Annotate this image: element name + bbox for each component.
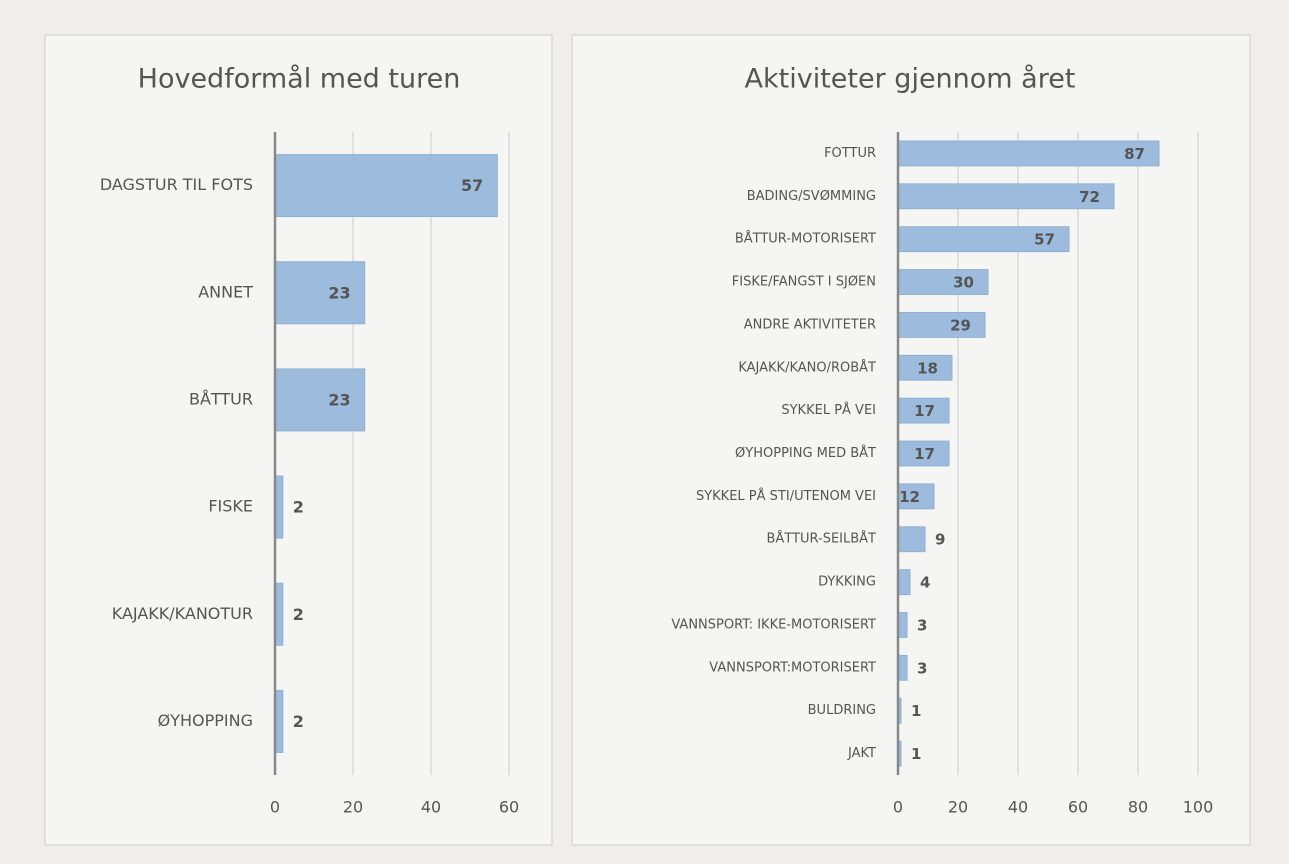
data-label: 17 bbox=[914, 445, 935, 463]
data-label: 57 bbox=[461, 176, 483, 195]
bar bbox=[897, 269, 989, 295]
data-label: 2 bbox=[293, 712, 304, 731]
y-tick-label: SYKKEL PÅ VEI bbox=[781, 402, 876, 418]
x-tick-label: 20 bbox=[948, 798, 968, 817]
y-tick-label: DYKKING bbox=[818, 575, 876, 590]
data-label: 2 bbox=[293, 498, 304, 517]
y-tick-label: KAJAKK/KANO/ROBÅT bbox=[738, 359, 876, 375]
y-tick-label: BADING/SVØMMING bbox=[747, 189, 876, 204]
y-tick-label: FOTTUR bbox=[824, 146, 876, 161]
data-label: 72 bbox=[1079, 188, 1100, 206]
bar bbox=[897, 526, 926, 553]
bar bbox=[897, 354, 953, 381]
data-label: 18 bbox=[917, 359, 938, 377]
y-tick-label: BÅTTUR bbox=[189, 389, 253, 408]
bar bbox=[897, 311, 986, 338]
bar bbox=[274, 368, 366, 432]
data-label: 23 bbox=[328, 390, 350, 409]
data-label: 57 bbox=[1034, 231, 1055, 249]
data-label: 30 bbox=[953, 274, 974, 292]
x-tick-label: 80 bbox=[1128, 798, 1148, 817]
data-label: 87 bbox=[1124, 145, 1145, 163]
y-tick-label: BÅTTUR-SEILBÅT bbox=[767, 531, 877, 547]
x-tick-label: 0 bbox=[893, 798, 903, 817]
panel bbox=[571, 34, 1251, 846]
data-label: 1 bbox=[911, 702, 921, 720]
bar bbox=[897, 654, 908, 681]
x-tick-label: 100 bbox=[1183, 798, 1214, 817]
data-label: 4 bbox=[920, 574, 930, 592]
y-tick-label: ANDRE AKTIVITETER bbox=[744, 317, 876, 332]
data-label: 9 bbox=[935, 531, 945, 549]
data-label: 3 bbox=[917, 659, 927, 677]
bar bbox=[897, 569, 911, 596]
y-tick-label: SYKKEL PÅ STI/UTENOM VEI bbox=[696, 488, 876, 504]
x-tick-label: 20 bbox=[343, 798, 363, 817]
bar bbox=[897, 440, 950, 467]
y-tick-label: FISKE bbox=[208, 497, 253, 516]
data-label: 23 bbox=[328, 283, 350, 302]
data-label: 1 bbox=[911, 745, 921, 763]
x-tick-label: 40 bbox=[421, 798, 441, 817]
data-label: 29 bbox=[950, 316, 971, 334]
y-tick-label: KAJAKK/KANOTUR bbox=[112, 604, 253, 623]
data-label: 17 bbox=[914, 402, 935, 420]
data-label: 3 bbox=[917, 616, 927, 634]
x-tick-label: 60 bbox=[499, 798, 519, 817]
x-tick-label: 0 bbox=[270, 798, 280, 817]
data-label: 2 bbox=[293, 605, 304, 624]
bar bbox=[274, 261, 366, 325]
y-tick-label: ANNET bbox=[198, 282, 253, 301]
bar bbox=[274, 154, 498, 218]
x-tick-label: 40 bbox=[1008, 798, 1028, 817]
x-tick-label: 60 bbox=[1068, 798, 1088, 817]
bar bbox=[897, 612, 908, 638]
bar bbox=[897, 140, 1160, 167]
y-tick-label: VANNSPORT:MOTORISERT bbox=[709, 660, 876, 675]
bar bbox=[897, 226, 1070, 253]
y-tick-label: VANNSPORT: IKKE-MOTORISERT bbox=[671, 617, 876, 632]
chart-title: Aktiviteter gjennom året bbox=[745, 64, 1076, 95]
y-tick-label: BÅTTUR-MOTORISERT bbox=[735, 231, 876, 247]
bar bbox=[897, 183, 1115, 210]
y-tick-label: ØYHOPPING MED BÅT bbox=[735, 445, 876, 461]
bar bbox=[897, 483, 935, 510]
y-tick-label: FISKE/FANGST I SJØEN bbox=[732, 275, 876, 290]
chart-title: Hovedformål med turen bbox=[138, 64, 461, 95]
y-tick-label: DAGSTUR TIL FOTS bbox=[100, 175, 253, 194]
bar bbox=[897, 397, 950, 424]
y-tick-label: BULDRING bbox=[808, 703, 876, 718]
data-label: 12 bbox=[899, 488, 920, 506]
y-tick-label: ØYHOPPING bbox=[158, 711, 253, 730]
y-tick-label: JAKT bbox=[847, 746, 876, 761]
